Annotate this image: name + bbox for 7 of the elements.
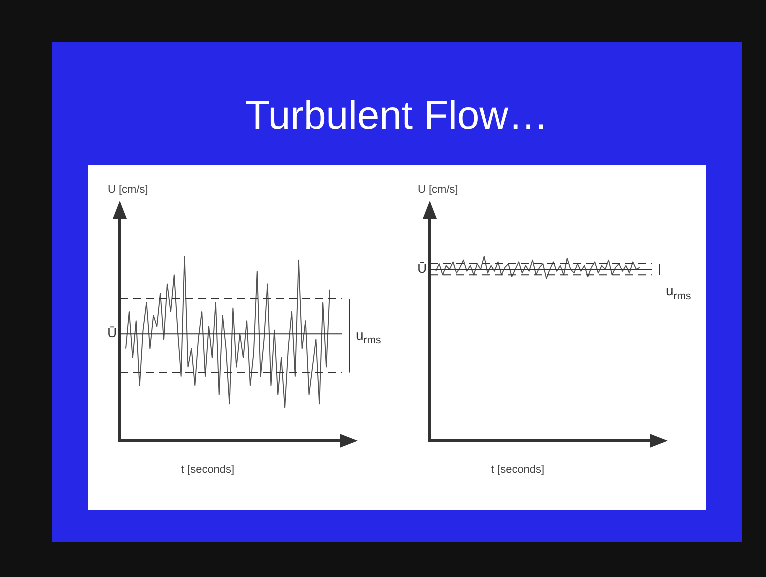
y-axis-title: U [cm/s]	[418, 184, 458, 196]
y-axis-title: U [cm/s]	[108, 184, 148, 196]
x-axis-title: t [seconds]	[491, 464, 545, 476]
ref-line-label: Ū	[108, 326, 117, 341]
chart-title: Turbulent Flow…	[244, 94, 550, 139]
x-axis-title: t [seconds]	[181, 464, 235, 476]
ref-line-label: Ū	[418, 261, 427, 276]
